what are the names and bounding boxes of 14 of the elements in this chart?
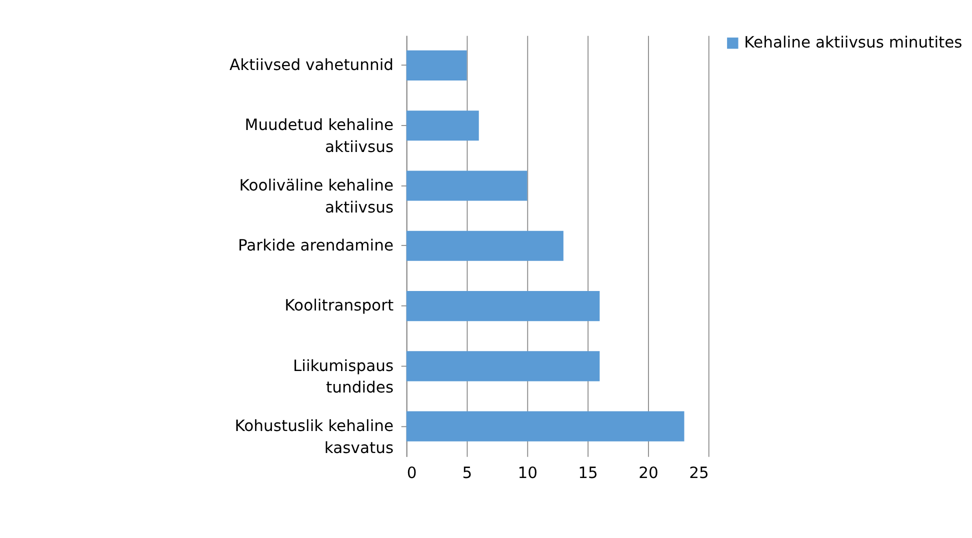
x-tick-label: 10	[518, 464, 538, 482]
y-tick-label: Kooliväline kehaline aktiivsus	[239, 176, 394, 216]
x-tick-label: 25	[689, 464, 709, 482]
x-tick-label: 5	[462, 464, 472, 482]
y-tick-label: Kohustuslik kehaline kasvatus	[234, 416, 394, 457]
x-tick-label: 15	[578, 464, 598, 482]
legend-label: Kehaline aktiivsus minutites	[744, 34, 962, 52]
y-tick-label: Parkide arendamine	[238, 236, 394, 254]
y-tick-label: Aktiivsed vahetunnid	[230, 56, 394, 74]
y-tick-label: Muudetud kehaline aktiivsus	[244, 116, 394, 156]
x-tick-label: 20	[638, 464, 658, 482]
y-tick-label: Liikumispaus tundides	[292, 356, 394, 397]
y-tick-label: Koolitransport	[284, 296, 394, 315]
x-tick-label: 0	[406, 464, 417, 482]
